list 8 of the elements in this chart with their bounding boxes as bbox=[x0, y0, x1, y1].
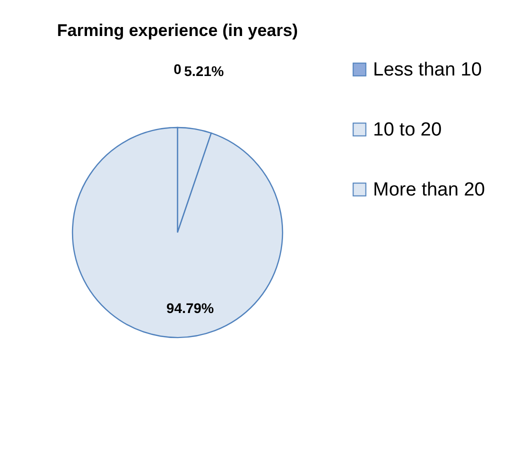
legend-label: More than 20 bbox=[373, 180, 485, 200]
pie-slice bbox=[72, 126, 283, 338]
data-label: 5.21% bbox=[184, 63, 224, 80]
data-label: 94.79% bbox=[166, 300, 214, 316]
legend-label: 10 to 20 bbox=[373, 120, 442, 140]
chart-title: Farming experience (in years) bbox=[57, 21, 298, 40]
legend-label: Less than 10 bbox=[373, 60, 482, 80]
text: 0 bbox=[174, 61, 182, 77]
